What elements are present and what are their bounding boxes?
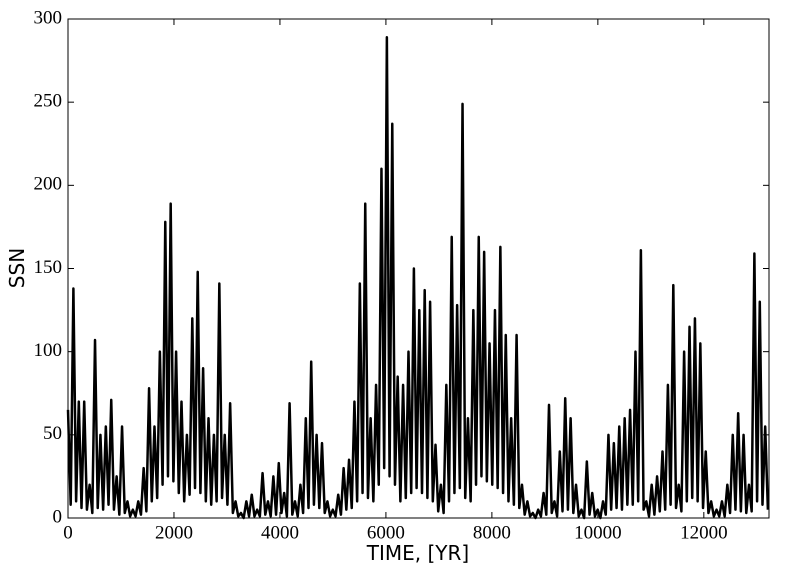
y-tick-label: 150: [34, 257, 63, 278]
x-tick-label: 2000: [155, 522, 193, 543]
x-tick-label: 10000: [574, 522, 622, 543]
x-tick-label: 4000: [261, 522, 299, 543]
y-axis-label: SSN: [5, 248, 29, 288]
y-tick-label: 100: [34, 340, 63, 361]
y-tick-label: 250: [34, 91, 63, 112]
x-axis-label: TIME, [YR]: [366, 541, 469, 565]
x-tick-label: 0: [63, 522, 73, 543]
x-tick-label: 6000: [367, 522, 405, 543]
x-tick-label: 8000: [473, 522, 511, 543]
y-tick-label: 200: [34, 174, 63, 195]
y-tick-label: 0: [53, 506, 63, 527]
y-tick-label: 50: [43, 423, 62, 444]
x-tick-label: 12000: [680, 522, 728, 543]
y-tick-label: 300: [34, 7, 63, 28]
data-line: [66, 36, 770, 520]
